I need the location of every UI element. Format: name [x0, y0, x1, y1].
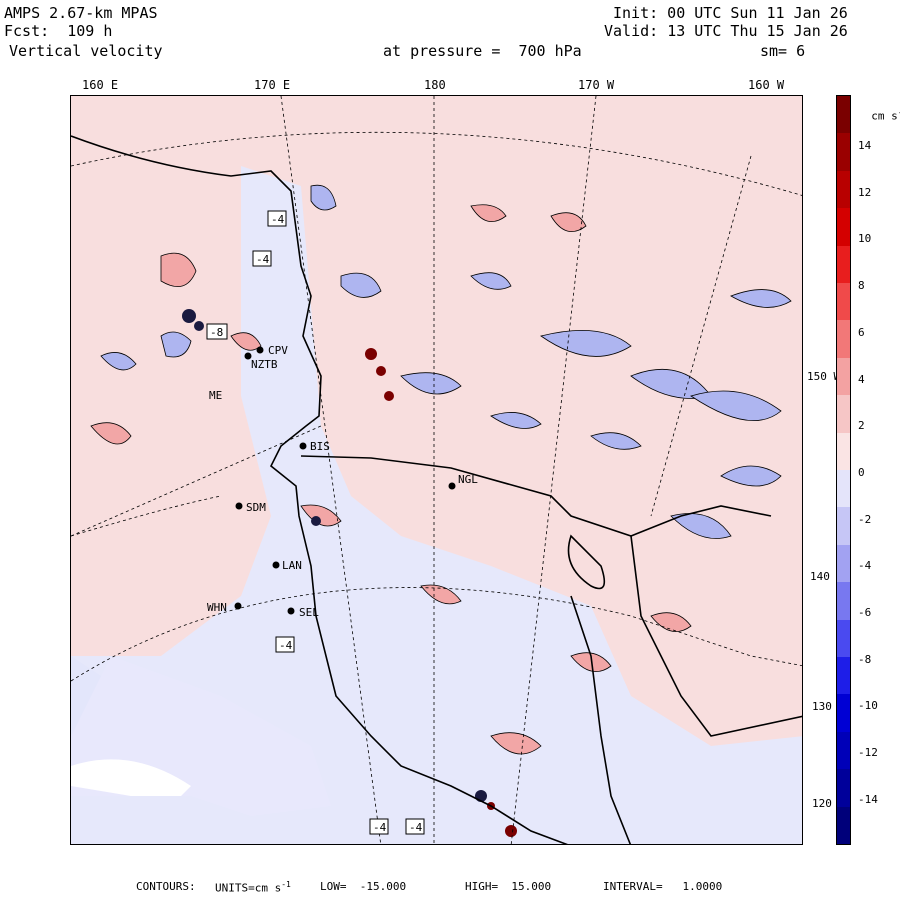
- model-title: AMPS 2.67-km MPAS: [4, 4, 158, 22]
- colorbar-label: 14: [858, 139, 872, 152]
- station-me: ME: [209, 389, 222, 402]
- colorbar-swatch: [837, 283, 850, 321]
- station-sdm: SDM: [246, 501, 266, 514]
- box-label-1: -4: [271, 213, 285, 226]
- colorbar-swatch: [837, 208, 850, 247]
- lon-label-170e: 170 E: [254, 78, 291, 92]
- box-label-3: -8: [210, 326, 223, 339]
- colorbar-label: -12: [858, 746, 878, 760]
- field-name: Vertical velocity: [9, 42, 163, 60]
- box-label-5: -4: [373, 821, 387, 834]
- colorbar-label: -4: [858, 559, 872, 573]
- colorbar-swatch: [837, 245, 850, 284]
- colorbar-swatch: [837, 582, 850, 621]
- vertical-velocity-map: CPV NZTB BIS NGL SDM LAN WHN SEL ME -4 -…: [71, 96, 802, 844]
- colorbar-swatch: [837, 544, 850, 583]
- colorbar-swatch: [837, 470, 850, 508]
- box-label-6: -4: [409, 821, 423, 834]
- init-time: Init: 00 UTC Sun 11 Jan 26: [613, 4, 848, 22]
- lon-label-160e: 160 E: [82, 78, 119, 92]
- pressure-level: at pressure = 700 hPa: [383, 42, 582, 60]
- footer-high: HIGH= 15.000: [465, 880, 552, 893]
- footer-low: LOW= -15.000: [320, 880, 407, 893]
- lon-label-170w: 170 W: [578, 78, 615, 92]
- footer-contours: CONTOURS:: [136, 880, 196, 893]
- colorbar-label: 0: [858, 465, 865, 479]
- colorbar-swatch: [837, 769, 850, 808]
- colorbar-label: 10: [858, 232, 872, 246]
- colorbar-swatch: [837, 694, 850, 733]
- colorbar-swatch: [837, 96, 850, 134]
- lon-label-160w: 160 W: [748, 78, 785, 92]
- footer-interval: INTERVAL= 1.0000: [603, 880, 723, 893]
- colorbar-swatch: [837, 806, 850, 845]
- colorbar-swatch: [837, 657, 850, 695]
- box-label-2: -4: [256, 253, 270, 266]
- map-panel: CPV NZTB BIS NGL SDM LAN WHN SEL ME -4 -…: [70, 95, 803, 845]
- station-ngl: NGL: [458, 473, 478, 486]
- colorbar: [836, 95, 851, 845]
- colorbar-label: -14: [858, 792, 878, 806]
- station-sel: SEL: [299, 606, 319, 619]
- colorbar-label: 2: [858, 419, 865, 433]
- colorbar-units: cm s-1: [871, 108, 900, 123]
- colorbar-swatch: [837, 357, 850, 396]
- valid-time: Valid: 13 UTC Thu 15 Jan 26: [604, 22, 848, 40]
- colorbar-swatch: [837, 133, 850, 172]
- colorbar-label: -6: [858, 606, 872, 619]
- lon-label-180: 180: [424, 78, 446, 92]
- station-nztb: NZTB: [251, 358, 278, 371]
- colorbar-swatch: [837, 432, 850, 471]
- colorbar-label: -10: [858, 699, 878, 713]
- colorbar-label: 4: [858, 372, 865, 386]
- colorbar-swatch: [837, 507, 850, 546]
- colorbar-label: -2: [858, 512, 872, 526]
- smoothing-value: sm= 6: [760, 42, 806, 60]
- station-cpv: CPV: [268, 344, 288, 357]
- colorbar-swatch: [837, 619, 850, 658]
- station-lan: LAN: [282, 559, 302, 572]
- colorbar-swatch: [837, 170, 850, 209]
- colorbar-label: 6: [858, 325, 865, 339]
- forecast-hour: Fcst: 109 h: [4, 22, 113, 40]
- station-bis: BIS: [310, 440, 330, 453]
- colorbar-label: 12: [858, 185, 872, 199]
- colorbar-label: 8: [858, 279, 865, 293]
- colorbar-label: -8: [858, 652, 872, 666]
- colorbar-swatch: [837, 395, 850, 434]
- station-whn: WHN: [207, 601, 227, 614]
- colorbar-swatch: [837, 320, 850, 359]
- footer-units: UNITS=cm s-1: [215, 880, 291, 895]
- colorbar-swatch: [837, 731, 850, 770]
- box-label-4: -4: [279, 639, 293, 652]
